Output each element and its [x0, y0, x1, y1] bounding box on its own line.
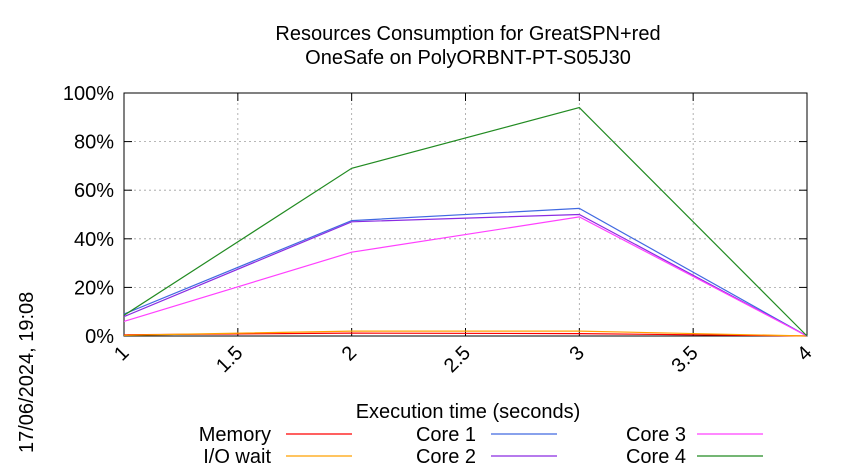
x-tick-label: 1.5: [212, 342, 247, 377]
axis-ticks: 0% 20% 40% 60% 80% 100% 1 1.5 2 2.5 3 3.5 4: [63, 83, 817, 377]
chart-title-line-1: Resources Consumption for GreatSPN+red: [275, 23, 660, 45]
series-line-core-3: [123, 216, 808, 337]
legend-label-core-1: Core 1: [416, 424, 476, 446]
x-tick-label: 2: [338, 342, 361, 365]
legend-label-core-4: Core 4: [626, 446, 686, 468]
series-line-core-4: [123, 106, 808, 337]
y-tick-label: 0%: [85, 326, 114, 348]
legend-label-core-3: Core 3: [626, 424, 686, 446]
y-tick-label: 80%: [74, 132, 114, 154]
y-tick-label: 40%: [74, 229, 114, 251]
series-line-core-1: [123, 207, 808, 337]
series-line-memory: [123, 332, 808, 337]
x-tick-label: 3: [565, 342, 588, 365]
timestamp-stamp: 17/06/2024, 19:08: [16, 292, 38, 453]
series-line-core-2: [123, 213, 808, 337]
x-tick-label: 1: [110, 342, 133, 365]
legend-label-memory: Memory: [199, 424, 271, 446]
x-tick-label: 4: [793, 342, 816, 365]
legend-label-core-2: Core 2: [416, 446, 476, 468]
chart-title: Resources Consumption for GreatSPN+red O…: [275, 23, 660, 69]
x-tick-label: 2.5: [440, 342, 475, 377]
chart-title-line-2: OneSafe on PolyORBNT-PT-S05J30: [305, 47, 631, 69]
y-tick-label: 100%: [63, 83, 114, 105]
legend-label-i-o-wait: I/O wait: [203, 446, 271, 468]
x-tick-label: 3.5: [667, 342, 702, 377]
y-tick-label: 20%: [74, 277, 114, 299]
series-line-i-o-wait: [123, 330, 808, 337]
series-lines: [123, 106, 808, 337]
y-tick-label: 60%: [74, 180, 114, 202]
x-axis-label: Execution time (seconds): [356, 401, 581, 423]
